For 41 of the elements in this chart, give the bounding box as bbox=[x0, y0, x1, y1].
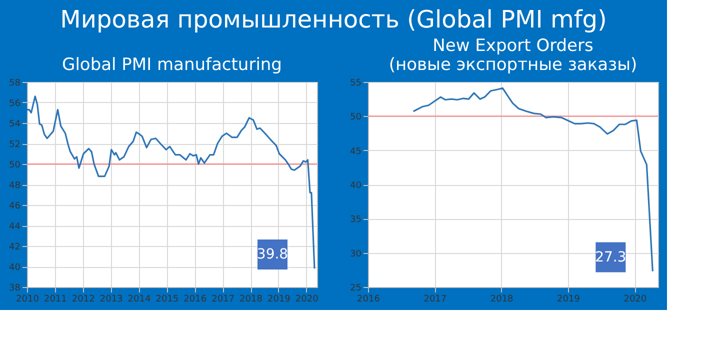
x-tick-label: 2010 bbox=[16, 294, 40, 304]
y-tick-label: 46 bbox=[9, 202, 21, 212]
y-tick-label: 52 bbox=[9, 140, 20, 150]
y-tick-label: 44 bbox=[9, 222, 21, 232]
x-tick-label: 2014 bbox=[128, 294, 151, 304]
x-tick-label: 2013 bbox=[100, 294, 123, 304]
y-tick-label: 40 bbox=[350, 181, 362, 191]
y-tick-label: 40 bbox=[9, 263, 21, 273]
x-tick-label: 2018 bbox=[240, 294, 263, 304]
y-tick-label: 45 bbox=[350, 146, 362, 157]
x-tick-label: 2016 bbox=[357, 294, 380, 304]
y-tick-label: 42 bbox=[9, 242, 20, 252]
y-tick-label: 38 bbox=[9, 284, 21, 294]
x-tick-label: 2020 bbox=[624, 294, 647, 304]
y-tick-label: 58 bbox=[9, 78, 21, 88]
x-tick-label: 2012 bbox=[72, 294, 95, 304]
y-tick-label: 50 bbox=[350, 112, 362, 123]
x-tick-label: 2020 bbox=[295, 294, 319, 304]
y-tick-label: 54 bbox=[9, 120, 21, 130]
y-tick-label: 25 bbox=[350, 284, 362, 294]
annotation: 39.8 bbox=[256, 246, 288, 263]
line-series bbox=[412, 87, 654, 272]
x-tick-label: 2017 bbox=[212, 294, 235, 304]
x-tick-label: 2016 bbox=[184, 294, 207, 304]
y-tick-label: 56 bbox=[9, 99, 21, 109]
annotation: 27.3 bbox=[595, 249, 626, 266]
y-tick-label: 30 bbox=[350, 249, 362, 260]
x-tick-label: 2017 bbox=[424, 294, 447, 304]
x-tick-label: 2011 bbox=[44, 294, 67, 304]
x-tick-label: 2019 bbox=[267, 294, 291, 304]
x-tick-label: 2015 bbox=[156, 294, 179, 304]
chart-subtitle: Global PMI manufacturing bbox=[62, 55, 282, 75]
y-tick-label: 35 bbox=[350, 215, 362, 226]
y-tick-label: 50 bbox=[9, 160, 21, 170]
chart-title: Мировая промышленность (Global PMI mfg) bbox=[60, 6, 607, 34]
chart-subtitle: New Export Orders (новые экспортные заказы) bbox=[388, 36, 638, 75]
x-tick-label: 2019 bbox=[557, 294, 580, 304]
x-tick-label: 2018 bbox=[490, 294, 514, 304]
y-tick-label: 48 bbox=[9, 181, 21, 191]
line-series bbox=[26, 96, 316, 270]
y-tick-label: 55 bbox=[350, 78, 362, 88]
